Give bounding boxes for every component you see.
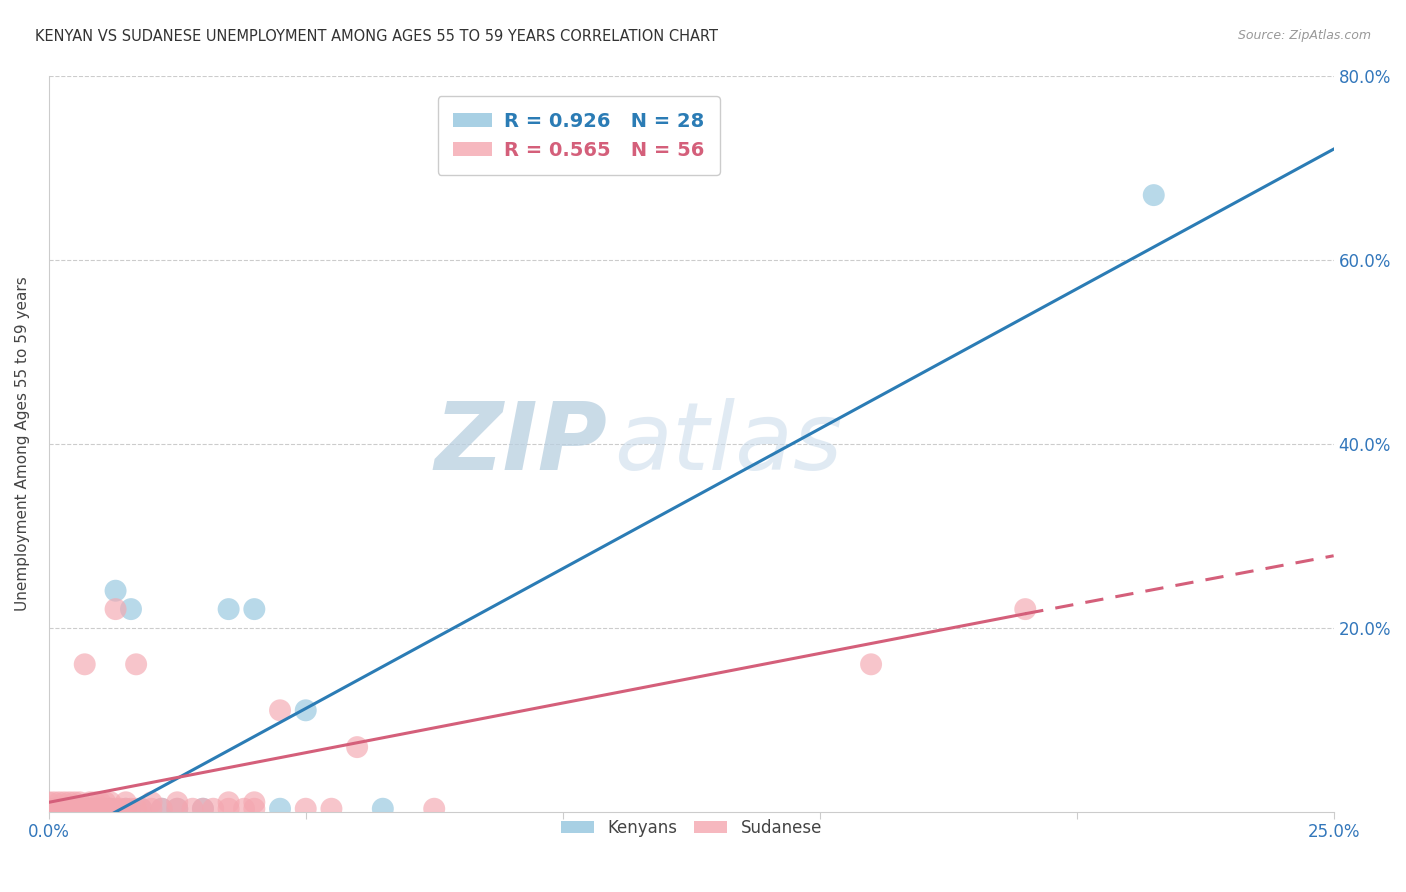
Point: [42, 802, 65, 816]
Point: [89, 795, 111, 809]
Point: [191, 802, 214, 816]
Point: [89, 802, 111, 816]
Point: [79, 802, 101, 816]
Point: [269, 703, 291, 717]
Point: [73, 802, 96, 816]
Point: [53, 795, 76, 809]
Point: [63, 802, 86, 816]
Point: [218, 602, 240, 616]
Point: [104, 602, 127, 616]
Point: [115, 795, 138, 809]
Legend: Kenyans, Sudanese: Kenyans, Sudanese: [554, 813, 828, 844]
Point: [89, 802, 111, 816]
Point: [115, 802, 138, 816]
Point: [94, 795, 117, 809]
Point: [233, 802, 256, 816]
Point: [63, 802, 86, 816]
Point: [79, 795, 101, 809]
Point: [53, 802, 76, 816]
Point: [129, 802, 152, 816]
Point: [423, 802, 446, 816]
Point: [1014, 602, 1036, 616]
Point: [94, 802, 117, 816]
Point: [69, 802, 91, 816]
Point: [38, 802, 60, 816]
Point: [73, 802, 96, 816]
Point: [48, 802, 70, 816]
Point: [58, 795, 80, 809]
Point: [269, 802, 291, 816]
Point: [120, 602, 142, 616]
Point: [79, 802, 101, 816]
Point: [48, 795, 70, 809]
Point: [63, 795, 86, 809]
Point: [321, 802, 343, 816]
Point: [100, 802, 122, 816]
Point: [129, 802, 152, 816]
Point: [53, 802, 76, 816]
Point: [125, 802, 148, 816]
Point: [38, 795, 60, 809]
Point: [150, 802, 173, 816]
Point: [69, 802, 91, 816]
Point: [120, 802, 142, 816]
Point: [84, 795, 107, 809]
Point: [166, 802, 188, 816]
Point: [166, 795, 188, 809]
Text: Source: ZipAtlas.com: Source: ZipAtlas.com: [1237, 29, 1371, 43]
Point: [218, 795, 240, 809]
Point: [63, 802, 86, 816]
Point: [294, 703, 316, 717]
Point: [100, 795, 122, 809]
Point: [73, 657, 96, 672]
Point: [104, 802, 127, 816]
Text: atlas: atlas: [614, 398, 842, 489]
Point: [125, 657, 148, 672]
Point: [69, 795, 91, 809]
Point: [202, 802, 225, 816]
Point: [371, 802, 394, 816]
Point: [860, 657, 883, 672]
Point: [58, 802, 80, 816]
Point: [218, 802, 240, 816]
Point: [110, 802, 132, 816]
Point: [141, 802, 163, 816]
Text: ZIP: ZIP: [434, 398, 607, 490]
Point: [100, 802, 122, 816]
Point: [243, 795, 266, 809]
Point: [84, 802, 107, 816]
Point: [73, 802, 96, 816]
Point: [94, 802, 117, 816]
Point: [58, 802, 80, 816]
Point: [48, 802, 70, 816]
Point: [294, 802, 316, 816]
Text: KENYAN VS SUDANESE UNEMPLOYMENT AMONG AGES 55 TO 59 YEARS CORRELATION CHART: KENYAN VS SUDANESE UNEMPLOYMENT AMONG AG…: [35, 29, 718, 45]
Point: [150, 802, 173, 816]
Point: [346, 740, 368, 755]
Point: [243, 602, 266, 616]
Point: [42, 795, 65, 809]
Point: [42, 802, 65, 816]
Point: [63, 802, 86, 816]
Point: [166, 802, 188, 816]
Point: [115, 802, 138, 816]
Point: [243, 802, 266, 816]
Point: [191, 802, 214, 816]
Point: [1143, 188, 1166, 202]
Point: [181, 802, 204, 816]
Point: [104, 583, 127, 598]
Point: [79, 802, 101, 816]
Point: [84, 802, 107, 816]
Y-axis label: Unemployment Among Ages 55 to 59 years: Unemployment Among Ages 55 to 59 years: [15, 277, 30, 611]
Point: [141, 795, 163, 809]
